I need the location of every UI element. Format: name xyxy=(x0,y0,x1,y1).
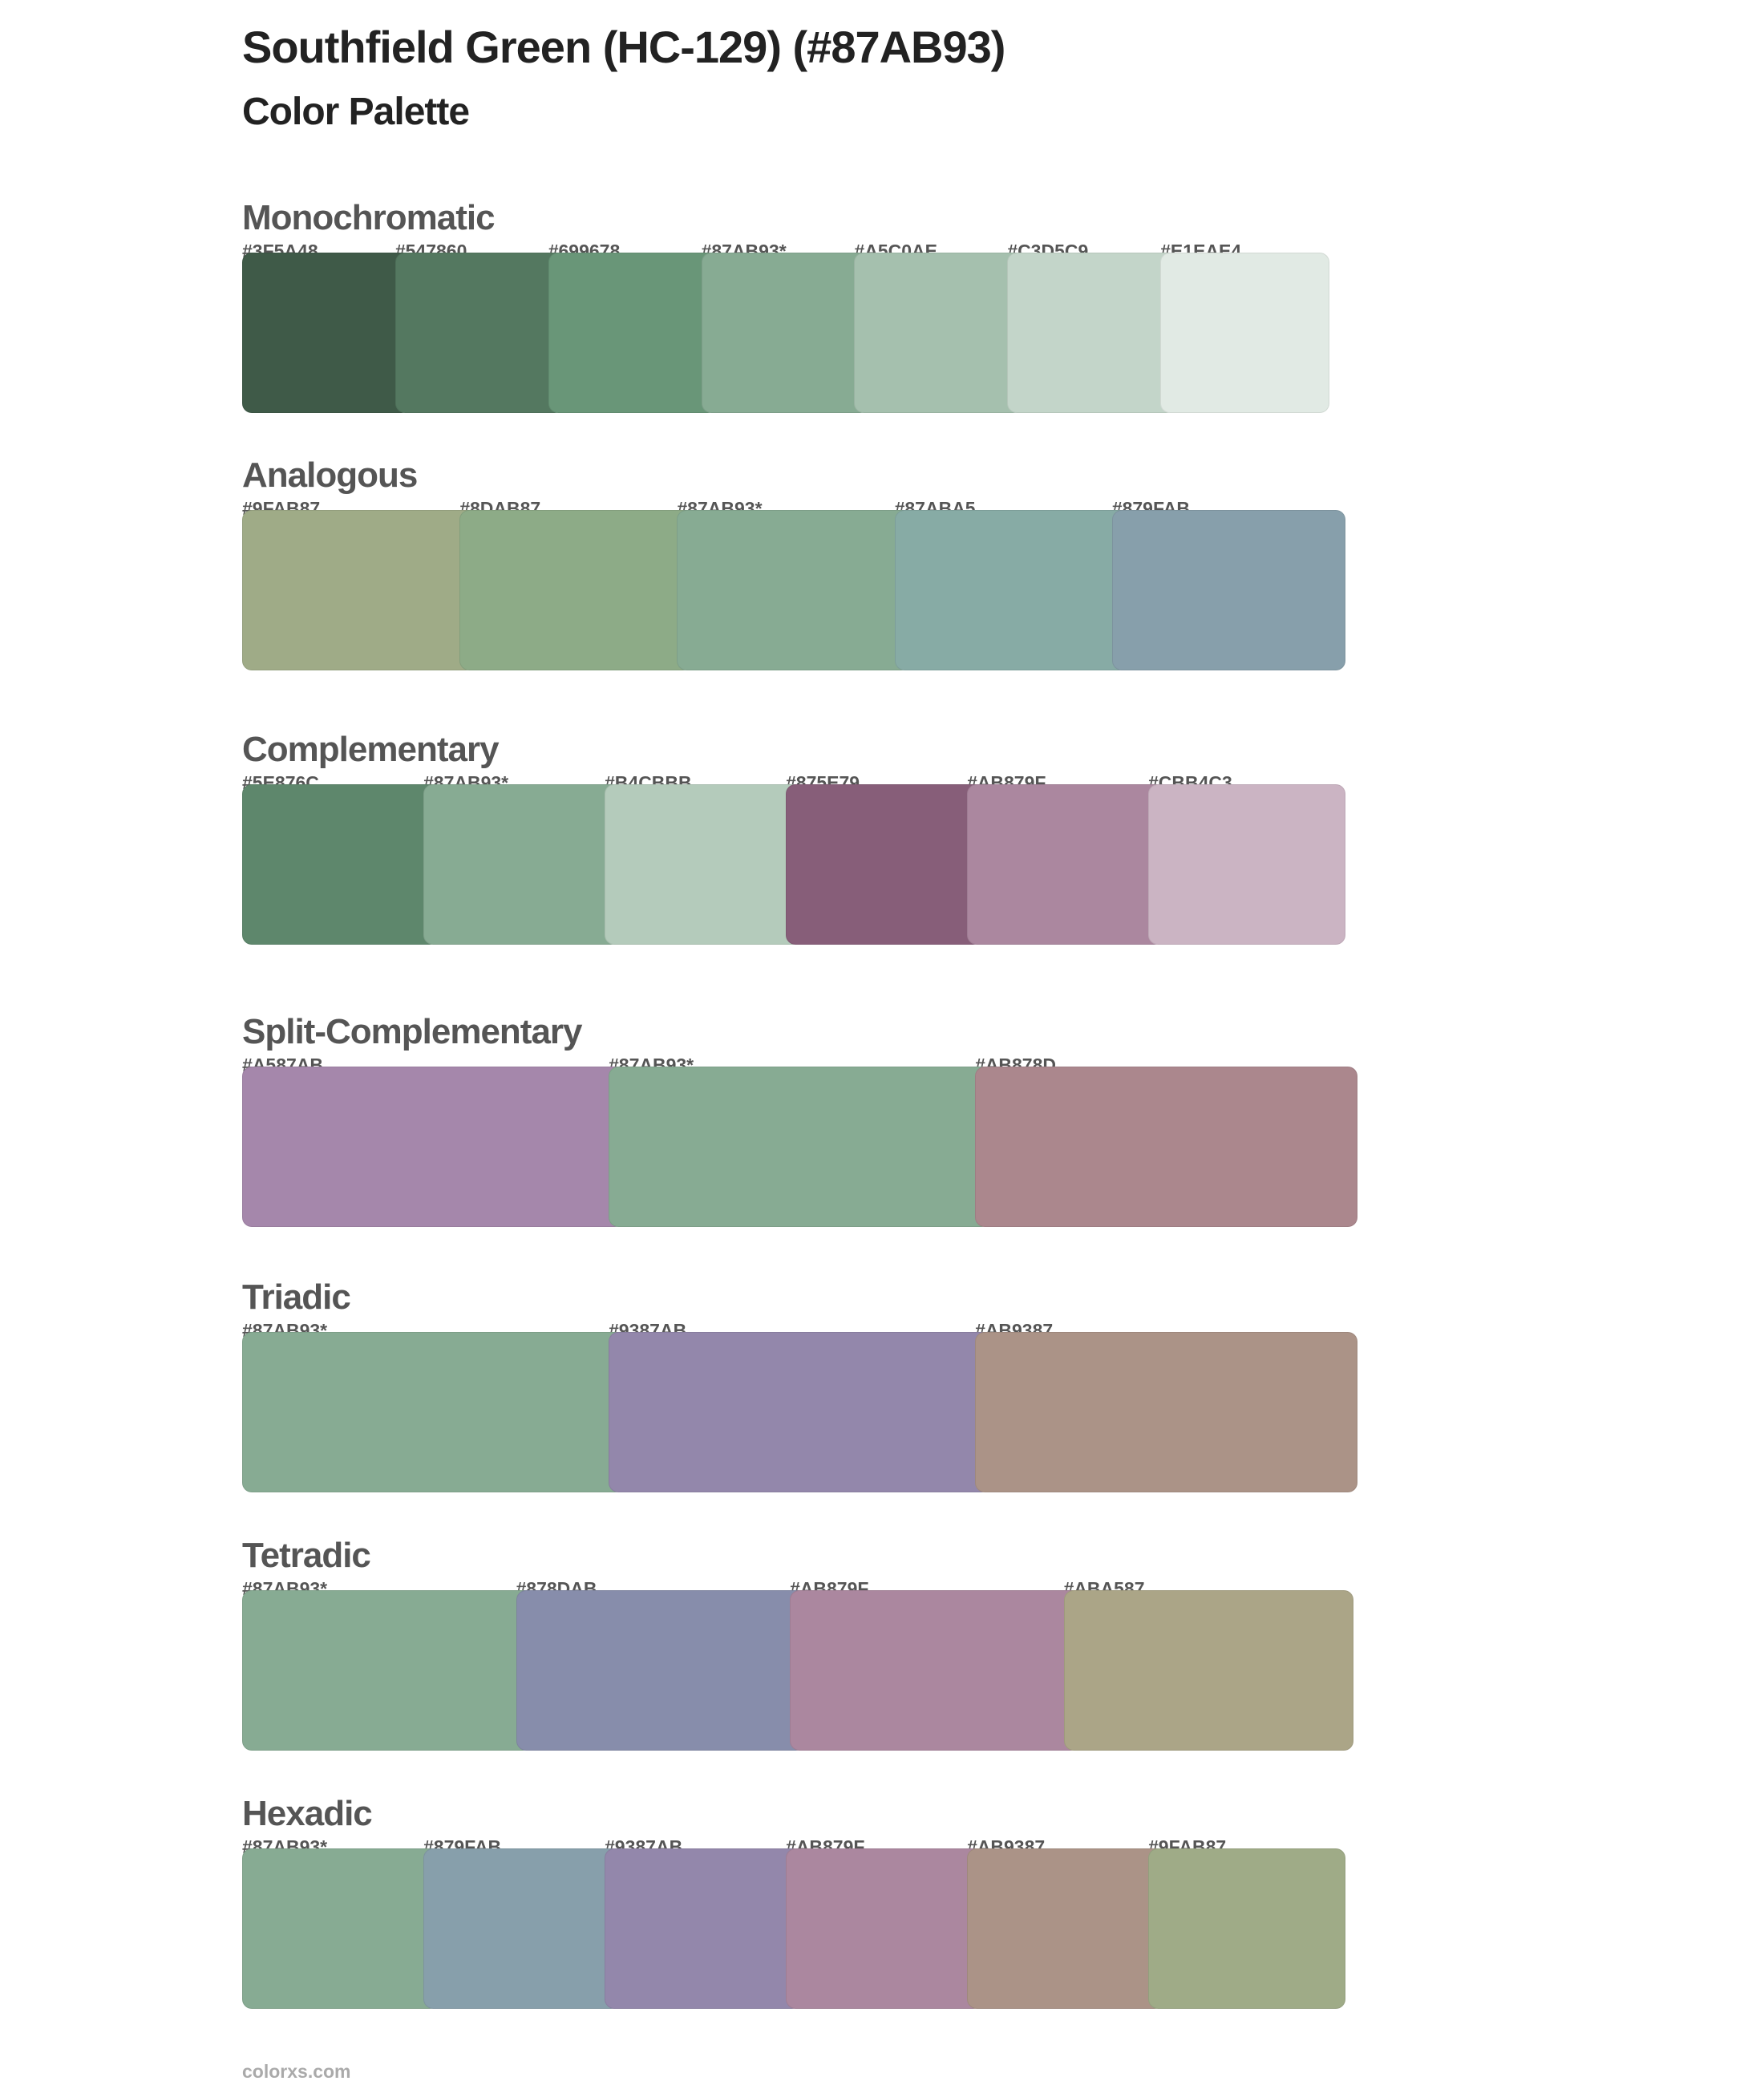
color-swatch[interactable] xyxy=(786,1848,983,2009)
color-swatch[interactable] xyxy=(701,253,871,413)
color-swatch[interactable] xyxy=(854,253,1024,413)
color-swatch[interactable] xyxy=(1148,784,1345,945)
color-swatch[interactable] xyxy=(605,1848,802,2009)
color-swatch[interactable] xyxy=(605,784,802,945)
color-swatch[interactable] xyxy=(459,510,694,670)
color-swatch[interactable] xyxy=(609,1067,991,1227)
color-swatch[interactable] xyxy=(242,253,411,413)
section-heading: Triadic xyxy=(242,1277,351,1317)
color-swatch[interactable] xyxy=(1148,1848,1345,2009)
color-swatch[interactable] xyxy=(609,1332,991,1492)
page-subtitle: Color Palette xyxy=(242,91,470,133)
color-swatch[interactable] xyxy=(242,1332,625,1492)
color-swatch[interactable] xyxy=(516,1590,806,1751)
color-swatch[interactable] xyxy=(1160,253,1329,413)
section-heading: Tetradic xyxy=(242,1536,371,1575)
color-swatch[interactable] xyxy=(242,510,476,670)
color-swatch[interactable] xyxy=(894,510,1128,670)
color-swatch[interactable] xyxy=(1063,1590,1353,1751)
color-swatch[interactable] xyxy=(423,784,621,945)
color-swatch[interactable] xyxy=(967,1848,1164,2009)
color-swatch[interactable] xyxy=(790,1590,1080,1751)
color-swatch[interactable] xyxy=(786,784,983,945)
color-swatch[interactable] xyxy=(242,1590,532,1751)
color-swatch[interactable] xyxy=(548,253,718,413)
section-heading: Split-Complementary xyxy=(242,1012,583,1051)
section-heading: Complementary xyxy=(242,730,500,769)
section-heading: Analogous xyxy=(242,455,418,495)
color-swatch[interactable] xyxy=(423,1848,621,2009)
page-title: Southfield Green (HC-129) (#87AB93) xyxy=(242,22,1005,72)
footer-site-link[interactable]: colorxs.com xyxy=(242,2061,351,2082)
color-swatch[interactable] xyxy=(394,253,564,413)
color-swatch[interactable] xyxy=(1111,510,1345,670)
color-swatch[interactable] xyxy=(967,784,1164,945)
color-swatch[interactable] xyxy=(975,1332,1357,1492)
color-swatch[interactable] xyxy=(1007,253,1177,413)
color-swatch[interactable] xyxy=(242,784,439,945)
color-swatch[interactable] xyxy=(242,1067,625,1227)
color-swatch[interactable] xyxy=(677,510,911,670)
color-swatch[interactable] xyxy=(242,1848,439,2009)
section-heading: Monochromatic xyxy=(242,198,496,237)
section-heading: Hexadic xyxy=(242,1794,373,1833)
color-swatch[interactable] xyxy=(975,1067,1357,1227)
